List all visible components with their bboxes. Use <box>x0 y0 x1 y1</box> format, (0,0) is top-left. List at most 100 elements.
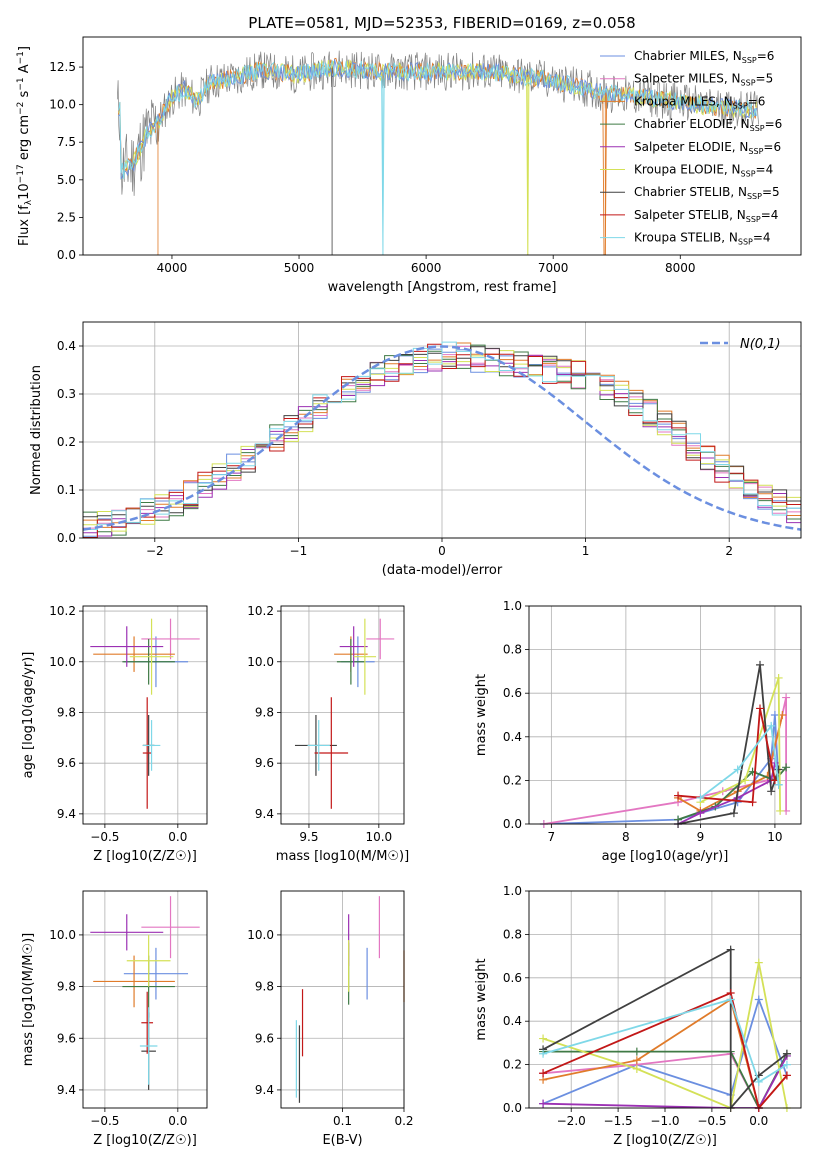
y-tick-label: 10.2 <box>49 604 76 618</box>
y-tick-label: 0.1 <box>57 483 76 497</box>
mass-vs-metallicity-panel: −0.5 0.0 9.4 9.6 9.8 10.0 Z [log10(Z/Z☉)] mass … <box>21 890 208 1148</box>
weight-marker <box>696 809 705 818</box>
y-tick-label: 0.0 <box>57 531 76 545</box>
x-tick-label: 10 <box>767 830 782 844</box>
legend-label: Chabrier STELIB, NSSP=5 <box>634 185 780 201</box>
ylabel-sup: −1 <box>16 51 26 64</box>
plot-frame <box>82 890 208 1109</box>
y-tick-label: 9.6 <box>255 756 274 770</box>
weight-marker <box>726 945 735 954</box>
y-tick-label: 1.0 <box>503 884 522 898</box>
x-tick-label: 0.0 <box>168 830 187 844</box>
x-axis-label: Z [log10(Z/Z☉)] <box>93 1133 197 1148</box>
weight-line <box>699 723 780 799</box>
weight-marker <box>767 721 776 730</box>
y-tick-label: 9.4 <box>57 807 76 821</box>
legend-rest: =6 <box>763 140 781 154</box>
y-tick-label: 10.0 <box>49 98 76 112</box>
legend-sub: SSP <box>748 147 763 156</box>
y-tick-label: 10.0 <box>247 655 274 669</box>
legend-label: Kroupa MILES, NSSP=6 <box>634 94 765 110</box>
plot-frame <box>280 890 405 1109</box>
plot-frame <box>280 605 405 825</box>
ylabel-sup: −2 <box>16 102 26 115</box>
plot-frame <box>82 605 208 825</box>
x-tick-label: −1.0 <box>650 1114 679 1128</box>
y-tick-label: 0.0 <box>503 817 522 831</box>
y-tick-label: 0.0 <box>57 248 76 262</box>
weight-marker <box>539 1099 548 1108</box>
ylabel-part: A <box>17 64 32 77</box>
plot-frame <box>82 321 802 539</box>
age-vs-metallicity-panel: −0.5 0.0 9.4 9.6 9.8 10.0 10.2 Z [log10(Z/Z☉)] a… <box>21 604 208 864</box>
legend-sub: SSP <box>741 79 756 88</box>
weight-marker <box>539 1049 548 1058</box>
x-axis-label: age [log10(age/yr)] <box>602 849 729 864</box>
weight-marker <box>767 787 776 796</box>
weight-marker <box>754 1077 763 1086</box>
legend-sub: SSP <box>733 101 748 110</box>
figure-title: PLATE=0581, MJD=52353, FIBERID=0169, z=0… <box>248 14 635 32</box>
weight-marker <box>741 776 750 785</box>
x-tick-label: 5000 <box>284 261 315 275</box>
y-axis-label: mass weight <box>474 958 489 1040</box>
mass-weight-vs-age-panel: 7 8 9 10 0.0 0.2 0.4 0.6 0.8 1.0 age [log10(age/yr… <box>474 599 802 864</box>
x-tick-label: −1.5 <box>604 1114 633 1128</box>
ylabel-sup: −17 <box>16 164 26 183</box>
model-spectrum-line <box>118 59 757 180</box>
x-tick-label: −0.5 <box>697 1114 726 1128</box>
legend-label: N(0,1) <box>740 337 781 352</box>
y-tick-label: 9.6 <box>255 1031 274 1045</box>
y-tick-label: 10.0 <box>247 928 274 942</box>
ylabel-part: s <box>17 90 32 101</box>
y-tick-label: 2.5 <box>57 210 76 224</box>
y-tick-label: 0.6 <box>503 686 522 700</box>
weight-line <box>543 1055 788 1108</box>
x-tick-label: 0.2 <box>394 1114 413 1128</box>
y-tick-label: 1.0 <box>503 599 522 613</box>
y-tick-label: 0.4 <box>503 730 522 744</box>
model-spectrum-line <box>118 60 757 255</box>
y-tick-label: 12.5 <box>49 60 76 74</box>
plot-frame <box>82 36 802 256</box>
y-tick-label: 9.8 <box>255 980 274 994</box>
y-tick-label: 0.8 <box>503 927 522 941</box>
legend-rest: =5 <box>756 72 774 86</box>
x-axis-label: Z [log10(Z/Z☉)] <box>93 849 197 864</box>
weight-marker <box>776 806 785 815</box>
model-spectrum-line <box>118 57 757 255</box>
weight-marker <box>770 711 779 719</box>
weight-marker <box>632 1047 641 1056</box>
legend-label: Kroupa ELODIE, NSSP=4 <box>634 163 773 179</box>
weight-marker <box>632 1056 641 1065</box>
x-tick-label: −0.5 <box>90 1114 119 1128</box>
weight-line <box>542 948 788 1108</box>
y-tick-label: 9.4 <box>57 1083 76 1097</box>
y-axis-label: mass [log10(M/M☉)] <box>21 933 36 1066</box>
model-spectrum-line <box>118 59 757 255</box>
residuals-panel: −2 −1 0 1 2 0.0 0.1 0.2 0.3 0.4 N(0,1) (data-model)… <box>29 321 802 578</box>
x-tick-label: 8000 <box>665 261 696 275</box>
x-tick-label: 0.0 <box>168 1114 187 1128</box>
x-tick-label: −1 <box>290 544 308 558</box>
histogram-step <box>83 341 801 538</box>
legend-rest: =5 <box>762 185 780 199</box>
legend-label: Salpeter MILES, NSSP=5 <box>634 72 773 88</box>
weight-marker <box>756 704 765 713</box>
weight-line <box>542 991 788 1108</box>
weight-marker <box>756 660 765 669</box>
y-tick-label: 9.8 <box>255 705 274 719</box>
legend-label: Chabrier ELODIE, NSSP=6 <box>634 117 782 133</box>
weight-marker <box>782 693 791 702</box>
x-axis-label: E(B-V) <box>322 1133 362 1148</box>
x-tick-label: 9.5 <box>299 830 318 844</box>
legend-label: Salpeter ELODIE, NSSP=6 <box>634 140 781 156</box>
weight-marker <box>729 809 738 818</box>
legend-rest: =6 <box>757 49 775 63</box>
y-tick-label: 0.2 <box>57 435 76 449</box>
x-tick-label: −2 <box>146 544 164 558</box>
weight-marker <box>726 995 735 1004</box>
x-axis-label: mass [log10(M/M☉)] <box>276 849 409 864</box>
x-tick-label: 7000 <box>538 261 569 275</box>
